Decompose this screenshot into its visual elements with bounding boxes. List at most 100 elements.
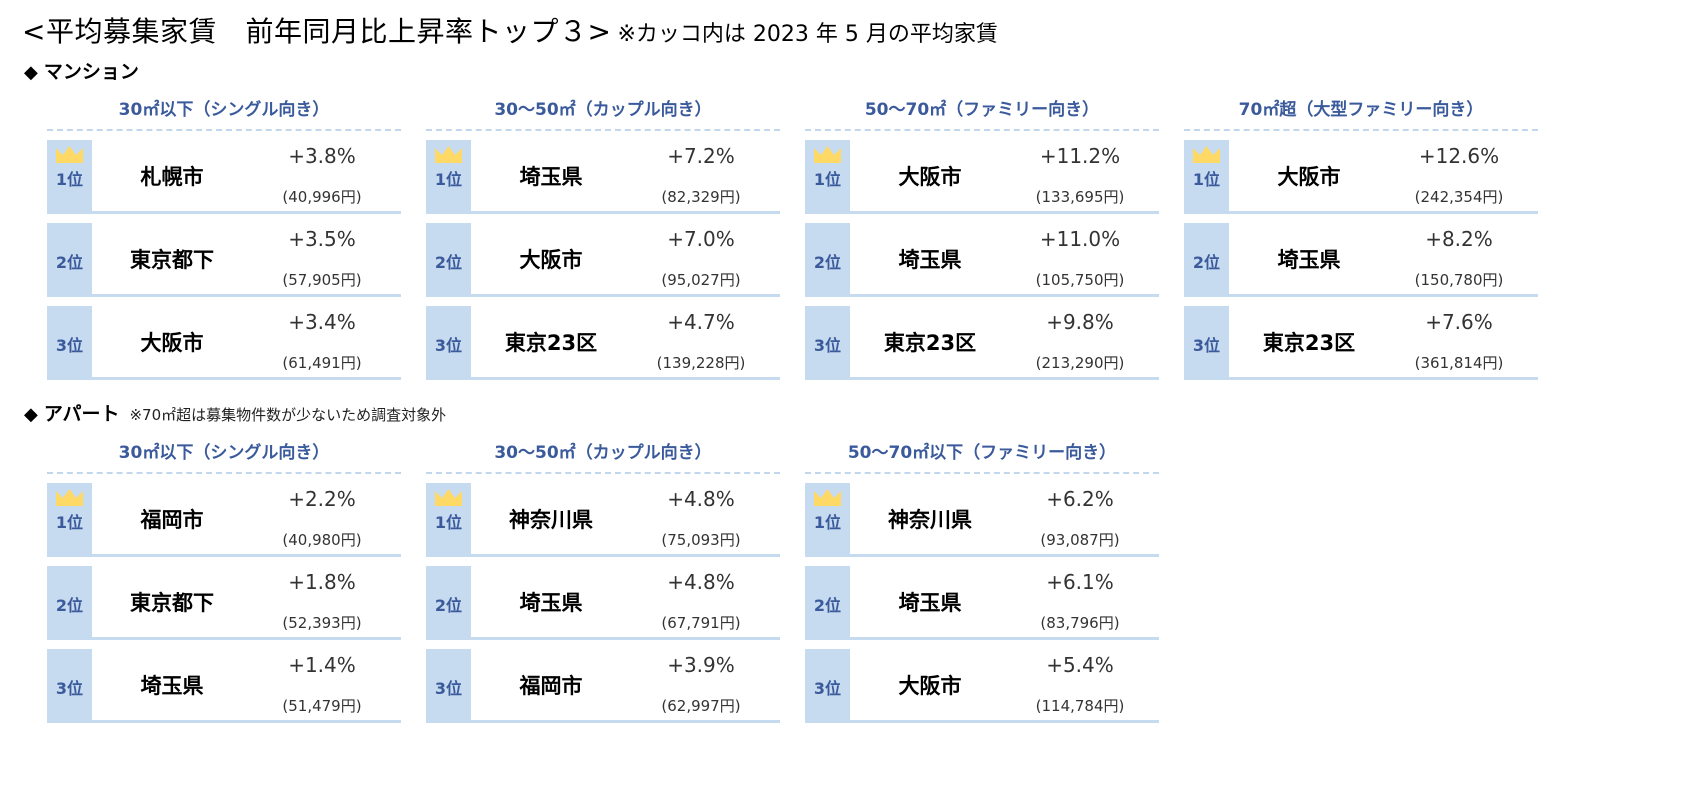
rank-cell: 1位 <box>1184 140 1229 214</box>
city-name: 埼玉県 <box>519 590 583 615</box>
table-rows: 1位 神奈川県 +6.2% (93,087円) 2位 埼玉県 +6.1% (83,796円) 3… <box>805 483 1159 723</box>
rank-label: 1位 <box>55 170 84 189</box>
section-note: ※70㎡超は募集物件数が少ないため調査対象外 <box>129 406 447 424</box>
city-name: 大阪市 <box>140 330 204 355</box>
table-rows: 1位 福岡市 +2.2% (40,980円) 2位 東京都下 +1.8% (52,393円) 3… <box>47 483 401 723</box>
section-label: アパート <box>43 403 120 425</box>
average-rent: (67,791円) <box>661 614 741 632</box>
average-rent: (40,980円) <box>282 531 362 549</box>
increase-rate: +9.8% <box>1046 310 1114 334</box>
increase-rate: +3.9% <box>667 653 735 677</box>
rank-label: 3位 <box>813 336 842 355</box>
rank-cell: 2位 <box>47 566 92 640</box>
increase-rate: +4.7% <box>667 310 735 334</box>
table-header: 30〜50㎡（カップル向き） <box>426 95 780 131</box>
title-main: <平均募集家賃 前年同月比上昇率トップ３> <box>22 15 612 48</box>
average-rent: (95,027円) <box>661 271 741 289</box>
city-name: 東京都下 <box>130 247 214 272</box>
rank-label: 1位 <box>813 513 842 532</box>
rank-label: 1位 <box>55 513 84 532</box>
average-rent: (83,796円) <box>1040 614 1120 632</box>
crown-icon <box>435 146 462 163</box>
table-row: 2位 埼玉県 +6.1% (83,796円) <box>805 566 1159 640</box>
average-rent: (93,087円) <box>1040 531 1120 549</box>
table-header: 50〜70㎡（ファミリー向き） <box>805 95 1159 131</box>
rank-cell: 3位 <box>426 649 471 723</box>
city-name: 神奈川県 <box>509 507 593 532</box>
rank-label: 1位 <box>434 513 463 532</box>
table-row: 1位 埼玉県 +7.2% (82,329円) <box>426 140 780 214</box>
rank-label: 1位 <box>434 170 463 189</box>
table-row: 3位 福岡市 +3.9% (62,997円) <box>426 649 780 723</box>
increase-rate: +3.4% <box>288 310 356 334</box>
table-row: 3位 東京23区 +9.8% (213,290円) <box>805 306 1159 380</box>
rank-label: 2位 <box>55 596 84 615</box>
city-name: 神奈川県 <box>888 507 972 532</box>
table-rows: 1位 埼玉県 +7.2% (82,329円) 2位 大阪市 +7.0% (95,027円) 3位… <box>426 140 780 380</box>
crown-icon <box>56 489 83 506</box>
increase-rate: +4.8% <box>667 487 735 511</box>
average-rent: (52,393円) <box>282 614 362 632</box>
rank-cell: 1位 <box>805 483 850 557</box>
table-rows: 1位 札幌市 +3.8% (40,996円) 2位 東京都下 +3.5% (57,905円) 3… <box>47 140 401 380</box>
ranking-table: 30〜50㎡（カップル向き） 1位 埼玉県 +7.2% (82,329円) 2位 大阪市 +7… <box>426 95 780 389</box>
rank-cell: 2位 <box>805 223 850 297</box>
increase-rate: +11.2% <box>1039 144 1121 168</box>
crown-icon <box>814 146 841 163</box>
ranking-table: 50〜70㎡以下（ファミリー向き） 1位 神奈川県 +6.2% (93,087円) 2位 埼… <box>805 438 1159 732</box>
rank-label: 3位 <box>434 679 463 698</box>
city-name: 東京都下 <box>130 590 214 615</box>
increase-rate: +5.4% <box>1046 653 1114 677</box>
table-row: 1位 大阪市 +11.2% (133,695円) <box>805 140 1159 214</box>
average-rent: (51,479円) <box>282 697 362 715</box>
average-rent: (242,354円) <box>1414 188 1504 206</box>
ranking-table: 30㎡以下（シングル向き） 1位 札幌市 +3.8% (40,996円) 2位 東京都下 +3… <box>47 95 401 389</box>
table-row: 1位 札幌市 +3.8% (40,996円) <box>47 140 401 214</box>
rank-label: 1位 <box>813 170 842 189</box>
diamond-icon: ◆ <box>24 404 38 425</box>
rank-cell: 2位 <box>426 223 471 297</box>
rank-cell: 1位 <box>426 483 471 557</box>
table-row: 1位 神奈川県 +6.2% (93,087円) <box>805 483 1159 557</box>
ranking-table: 70㎡超（大型ファミリー向き） 1位 大阪市 +12.6% (242,354円) 2位 埼玉… <box>1184 95 1538 389</box>
city-name: 大阪市 <box>898 673 962 698</box>
table-header: 30〜50㎡（カップル向き） <box>426 438 780 474</box>
rank-cell: 1位 <box>426 140 471 214</box>
table-row: 2位 埼玉県 +4.8% (67,791円) <box>426 566 780 640</box>
average-rent: (62,997円) <box>661 697 741 715</box>
table-row: 3位 大阪市 +3.4% (61,491円) <box>47 306 401 380</box>
city-name: 埼玉県 <box>898 590 962 615</box>
rank-label: 2位 <box>434 596 463 615</box>
rank-cell: 1位 <box>47 140 92 214</box>
city-name: 埼玉県 <box>1277 247 1341 272</box>
rank-label: 3位 <box>813 679 842 698</box>
rank-label: 2位 <box>813 253 842 272</box>
ranking-table: 50〜70㎡（ファミリー向き） 1位 大阪市 +11.2% (133,695円) 2位 埼玉… <box>805 95 1159 389</box>
crown-icon <box>435 489 462 506</box>
table-row: 2位 埼玉県 +11.0% (105,750円) <box>805 223 1159 297</box>
section-label: マンション <box>43 61 139 83</box>
rank-cell: 2位 <box>426 566 471 640</box>
table-row: 3位 東京23区 +7.6% (361,814円) <box>1184 306 1538 380</box>
table-row: 2位 大阪市 +7.0% (95,027円) <box>426 223 780 297</box>
rank-cell: 1位 <box>47 483 92 557</box>
average-rent: (57,905円) <box>282 271 362 289</box>
rank-label: 2位 <box>1192 253 1221 272</box>
city-name: 大阪市 <box>898 164 962 189</box>
average-rent: (361,814円) <box>1414 354 1504 372</box>
average-rent: (150,780円) <box>1414 271 1504 289</box>
crown-icon <box>56 146 83 163</box>
rank-cell: 3位 <box>1184 306 1229 380</box>
rank-label: 2位 <box>55 253 84 272</box>
table-row: 3位 東京23区 +4.7% (139,228円) <box>426 306 780 380</box>
ranking-table: 30㎡以下（シングル向き） 1位 福岡市 +2.2% (40,980円) 2位 東京都下 +1… <box>47 438 401 732</box>
table-header: 70㎡超（大型ファミリー向き） <box>1184 95 1538 131</box>
table-row: 2位 東京都下 +1.8% (52,393円) <box>47 566 401 640</box>
average-rent: (61,491円) <box>282 354 362 372</box>
city-name: 大阪市 <box>519 247 583 272</box>
table-header: 30㎡以下（シングル向き） <box>47 438 401 474</box>
average-rent: (40,996円) <box>282 188 362 206</box>
table-header: 50〜70㎡以下（ファミリー向き） <box>805 438 1159 474</box>
city-name: 福岡市 <box>519 673 583 698</box>
table-row: 3位 大阪市 +5.4% (114,784円) <box>805 649 1159 723</box>
